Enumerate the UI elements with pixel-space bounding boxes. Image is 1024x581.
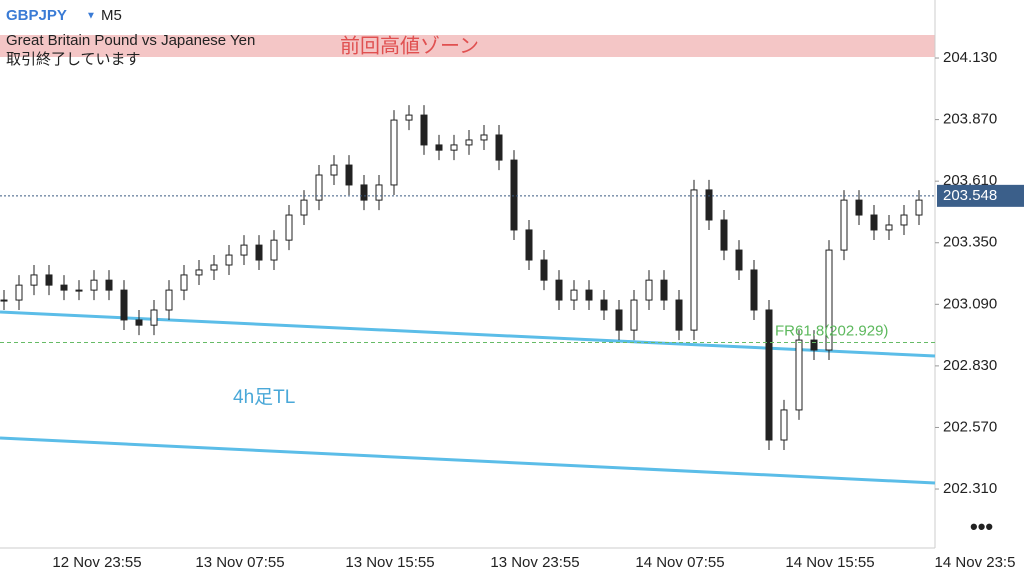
candle — [900, 214, 908, 226]
y-tick-label: 203.090 — [943, 295, 997, 312]
candle — [705, 189, 713, 221]
dropdown-icon[interactable]: ▼ — [86, 11, 96, 22]
fib-label: FR61.8(202.929) — [775, 322, 888, 339]
description: Great Britain Pound vs Japanese Yen — [6, 32, 255, 49]
candle — [390, 119, 398, 186]
candle — [810, 339, 818, 351]
x-tick-label: 14 Nov 23:5 — [935, 554, 1016, 571]
candle — [420, 114, 428, 146]
plot — [0, 105, 923, 451]
candle — [120, 289, 128, 321]
y-tick-label: 204.130 — [943, 49, 997, 66]
candle — [690, 189, 698, 331]
candle — [885, 224, 893, 231]
candle — [75, 289, 83, 292]
trendline-label: 4h足TL — [233, 387, 295, 408]
candle — [210, 264, 218, 271]
candle — [0, 299, 8, 302]
candle — [570, 289, 578, 301]
candle — [750, 269, 758, 311]
candle — [315, 174, 323, 201]
trendline — [0, 436, 936, 485]
candle — [780, 409, 788, 441]
candle — [870, 214, 878, 231]
candle — [585, 289, 593, 301]
x-tick-label: 13 Nov 07:55 — [195, 554, 284, 571]
current-price-box — [937, 184, 1024, 207]
x-tick-label: 12 Nov 23:55 — [52, 554, 141, 571]
more-menu[interactable]: ••• — [970, 514, 993, 539]
candle — [825, 249, 833, 351]
candle — [405, 114, 413, 121]
zone-label: 前回高値ゾーン — [340, 34, 479, 57]
candle — [630, 299, 638, 331]
candle — [90, 279, 98, 291]
candle — [360, 184, 368, 201]
candle — [915, 199, 923, 216]
candle — [195, 269, 203, 276]
candle — [285, 214, 293, 241]
candle — [435, 144, 443, 151]
timeframe[interactable]: M5 — [101, 7, 122, 24]
y-tick-label: 202.570 — [943, 418, 997, 435]
candle — [15, 284, 23, 301]
candle — [855, 199, 863, 216]
current-price-label: 203.548 — [943, 187, 997, 204]
y-tick-label: 202.830 — [943, 357, 997, 374]
candle — [510, 159, 518, 231]
candle — [345, 164, 353, 186]
candle — [30, 274, 38, 286]
y-tick-label: 203.870 — [943, 111, 997, 128]
candle — [180, 274, 188, 291]
candle — [150, 309, 158, 326]
x-tick-label: 13 Nov 23:55 — [490, 554, 579, 571]
x-tick-label: 13 Nov 15:55 — [345, 554, 434, 571]
candle — [105, 279, 113, 291]
candle — [165, 289, 173, 311]
candle — [540, 259, 548, 281]
candle — [60, 284, 68, 291]
candle — [615, 309, 623, 331]
candle — [465, 139, 473, 146]
symbol[interactable]: GBPJPY — [6, 7, 67, 24]
candle — [555, 279, 563, 301]
candle — [660, 279, 668, 301]
candle — [645, 279, 653, 301]
candle — [495, 134, 503, 161]
candle — [840, 199, 848, 251]
candle — [45, 274, 53, 286]
candle — [795, 339, 803, 411]
candle — [525, 229, 533, 261]
candle — [675, 299, 683, 331]
candle — [255, 244, 263, 261]
candle — [300, 199, 308, 216]
x-tick-label: 14 Nov 07:55 — [635, 554, 724, 571]
candle — [225, 254, 233, 266]
status: 取引終了しています — [6, 51, 141, 68]
candle — [375, 184, 383, 201]
candle — [720, 219, 728, 251]
y-tick-label: 202.310 — [943, 480, 997, 497]
candle — [450, 144, 458, 151]
resistance-zone — [0, 35, 935, 57]
candle — [135, 319, 143, 326]
candle — [600, 299, 608, 311]
candle — [270, 239, 278, 261]
candle — [240, 244, 248, 256]
x-tick-label: 14 Nov 15:55 — [785, 554, 874, 571]
candle — [330, 164, 338, 176]
candle — [735, 249, 743, 271]
candle — [765, 309, 773, 441]
candle — [480, 134, 488, 141]
y-tick-label: 203.350 — [943, 234, 997, 251]
